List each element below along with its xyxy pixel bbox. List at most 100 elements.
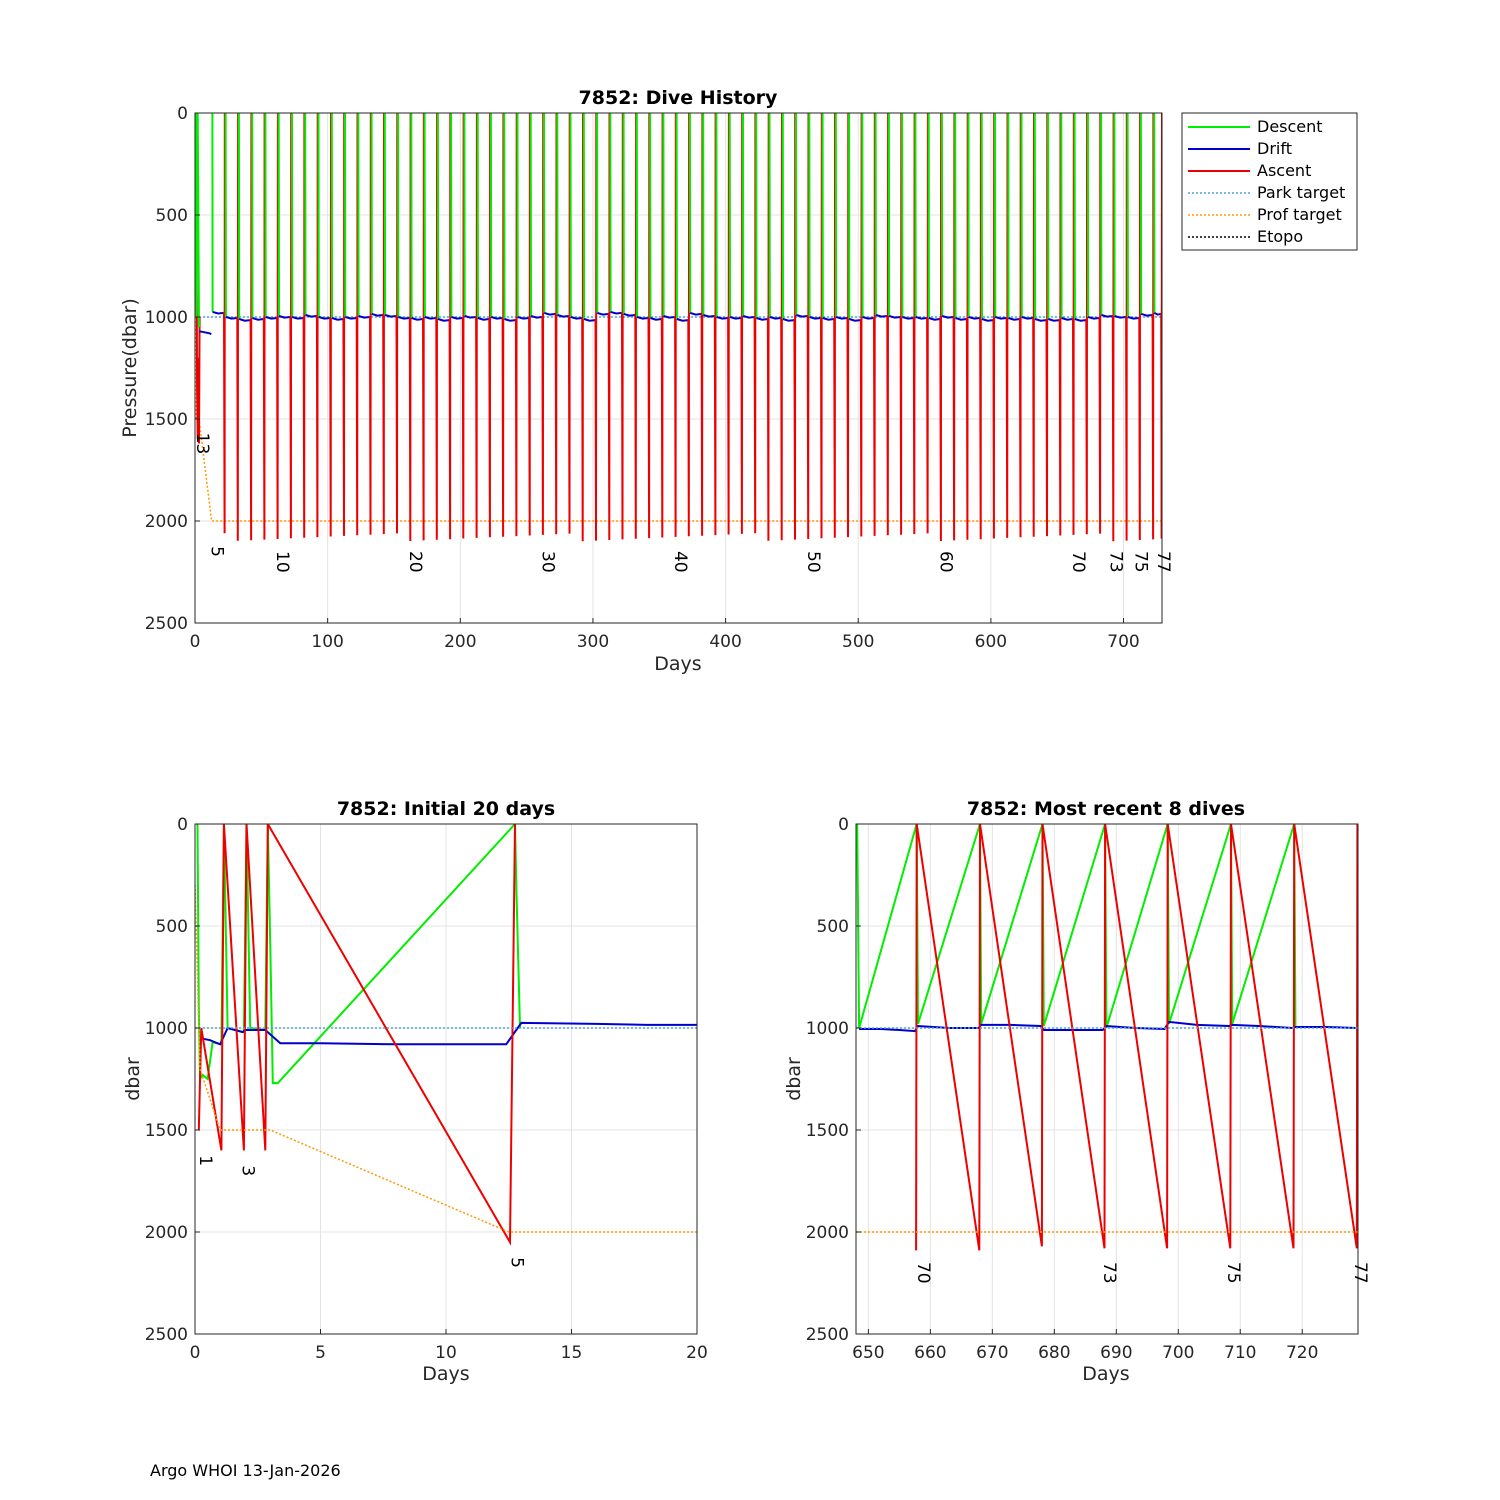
y-axis-label: dbar <box>122 1057 144 1101</box>
descent-line <box>715 113 718 318</box>
ascent-line <box>899 113 903 535</box>
footer-credit: Argo WHOI 13-Jan-2026 <box>150 1461 341 1480</box>
drift-line <box>1087 316 1100 320</box>
drift-line <box>398 316 410 320</box>
descent-line <box>277 113 280 317</box>
drift-line <box>411 317 424 321</box>
legend-label: Park target <box>1257 183 1345 202</box>
drift-line <box>504 318 517 322</box>
descent-line <box>622 113 625 314</box>
drift-line <box>252 317 264 321</box>
descent-line <box>702 113 705 316</box>
descent-line <box>224 113 227 318</box>
axes-box <box>194 112 1163 624</box>
ascent-line <box>289 113 293 539</box>
ascent-line <box>1072 113 1075 535</box>
descent-line <box>1020 113 1023 318</box>
x-tick-label: 720 <box>1286 1343 1318 1363</box>
ascent-line <box>236 113 240 541</box>
y-tick-label: 500 <box>817 917 849 937</box>
descent-line <box>781 113 784 320</box>
legend-label: Prof target <box>1257 205 1342 224</box>
drift-line <box>822 317 835 321</box>
descent-line <box>688 113 692 313</box>
ascent-line <box>395 113 399 534</box>
ascent-line <box>342 113 346 536</box>
x-tick-label: 690 <box>1100 1343 1132 1363</box>
descent-line <box>251 113 254 319</box>
ascent-line <box>249 113 253 541</box>
descent-line <box>489 113 493 318</box>
y-tick-label: 0 <box>177 104 188 124</box>
x-axis-label: Days <box>422 1363 469 1385</box>
drift-line <box>345 316 357 320</box>
drift-line <box>1048 318 1060 322</box>
dive-number-label: 77 <box>1153 551 1173 573</box>
ascent-line <box>780 113 783 541</box>
descent-line <box>808 113 811 318</box>
descent-line <box>237 113 241 320</box>
descent-line <box>582 113 586 320</box>
drift-line <box>278 315 291 319</box>
descent-line <box>543 113 546 313</box>
descent-line <box>1100 113 1103 316</box>
ascent-line <box>408 113 412 542</box>
plot-area <box>856 824 1358 1334</box>
descent-line <box>1047 113 1050 320</box>
ascent-line <box>700 113 704 536</box>
dive-number-label: 20 <box>405 551 425 573</box>
y-tick-label: 500 <box>156 206 188 226</box>
descent-line <box>768 113 771 318</box>
descent-line <box>1113 113 1116 317</box>
x-tick-label: 15 <box>561 1343 583 1363</box>
x-axis-label: Days <box>654 653 701 675</box>
ascent-line <box>594 113 598 541</box>
descent-line <box>569 113 572 318</box>
dive-number-label: 77 <box>1350 1262 1370 1284</box>
descent-line <box>476 113 479 319</box>
drift-line <box>835 316 848 320</box>
drift-line <box>1074 318 1087 322</box>
drift-line-early <box>199 330 212 336</box>
ascent-line <box>727 113 730 535</box>
drift-line <box>358 315 371 319</box>
drift-line <box>199 1021 697 1046</box>
drift-line <box>238 318 251 322</box>
ascent-line <box>979 113 982 540</box>
descent-line <box>344 113 347 318</box>
descent-line <box>914 113 917 318</box>
descent-line <box>755 113 758 319</box>
dive-number-label: 5 <box>207 546 227 557</box>
ascent-line <box>223 113 226 534</box>
drift-line <box>756 317 769 321</box>
drift-line <box>928 317 941 321</box>
ascent-line <box>806 113 810 540</box>
ascent-line <box>1151 113 1155 540</box>
descent-line <box>1073 113 1076 320</box>
drift-line <box>796 314 808 318</box>
drift-line <box>265 316 278 320</box>
descent-line <box>861 113 864 318</box>
initial-20-days-panel: 0 5 10 15 20 0 500 1000 1500 2000 2500 1 3 5 7852: I… <box>122 798 708 1385</box>
drift-line <box>676 318 689 322</box>
descent-line <box>423 113 426 318</box>
y-axis-label: dbar <box>783 1057 805 1101</box>
drift-line <box>477 317 490 321</box>
descent-line <box>967 113 970 318</box>
dive-number-label: 73 <box>1099 1262 1119 1284</box>
ascent-line <box>952 113 956 541</box>
legend-label: Drift <box>1257 139 1292 158</box>
y-tick-label: 2000 <box>806 1223 849 1243</box>
y-tick-label: 1500 <box>145 410 188 430</box>
descent-line <box>848 113 851 320</box>
dive-number-label: 5 <box>506 1257 526 1268</box>
legend-label: Etopo <box>1257 227 1303 246</box>
x-tick-label: 5 <box>315 1343 326 1363</box>
dive-number-label: 70 <box>913 1262 933 1284</box>
drift-line <box>490 316 503 320</box>
ascent-line <box>621 113 624 540</box>
ascent-line <box>1138 113 1142 541</box>
drift-line <box>544 311 556 316</box>
drift-line <box>530 315 543 319</box>
